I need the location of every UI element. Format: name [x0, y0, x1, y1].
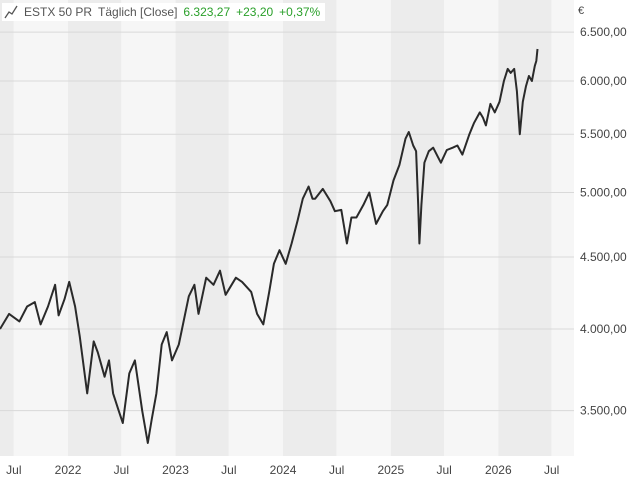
background-band — [68, 0, 122, 456]
chart-legend: ESTX 50 PR Täglich [Close] 6.323,27 +23,… — [2, 3, 326, 21]
price-line — [0, 48, 539, 444]
x-tick-label: 2026 — [485, 463, 512, 477]
background-band — [390, 0, 445, 456]
x-tick-label: 2024 — [270, 463, 297, 477]
background-band — [498, 0, 552, 456]
period-label: Täglich [Close] — [98, 5, 178, 19]
y-tick-label: 4.500,00 — [580, 250, 627, 264]
background-band — [228, 0, 284, 456]
price-change-pct: +0,37% — [279, 5, 321, 19]
x-tick-label: Jul — [436, 463, 451, 477]
x-tick-label: Jul — [6, 463, 21, 477]
background-band — [283, 0, 337, 456]
y-tick-label: 4.000,00 — [580, 322, 627, 336]
x-tick-label: 2023 — [162, 463, 189, 477]
x-tick-label: Jul — [114, 463, 129, 477]
line-chart-icon — [4, 5, 18, 19]
background-band — [336, 0, 391, 456]
background-band — [121, 0, 176, 456]
background-band — [0, 0, 14, 456]
background-band — [13, 0, 69, 456]
y-tick-label: 3.500,00 — [580, 404, 627, 418]
y-tick-label: 6.000,00 — [580, 74, 627, 88]
y-axis-unit: € — [578, 5, 584, 17]
x-tick-label: Jul — [221, 463, 236, 477]
y-tick-label: 5.500,00 — [580, 127, 627, 141]
background-band — [175, 0, 229, 456]
price-change: +23,20 — [236, 5, 274, 19]
instrument-name: ESTX 50 PR — [24, 5, 93, 19]
x-tick-label: 2025 — [377, 463, 404, 477]
background-band — [551, 0, 574, 456]
x-tick-label: Jul — [544, 463, 559, 477]
last-price: 6.323,27 — [183, 5, 231, 19]
x-tick-label: Jul — [329, 463, 344, 477]
x-tick-label: 2022 — [55, 463, 82, 477]
y-tick-label: 5.000,00 — [580, 186, 627, 200]
background-band — [444, 0, 499, 456]
y-tick-label: 6.500,00 — [580, 25, 627, 39]
